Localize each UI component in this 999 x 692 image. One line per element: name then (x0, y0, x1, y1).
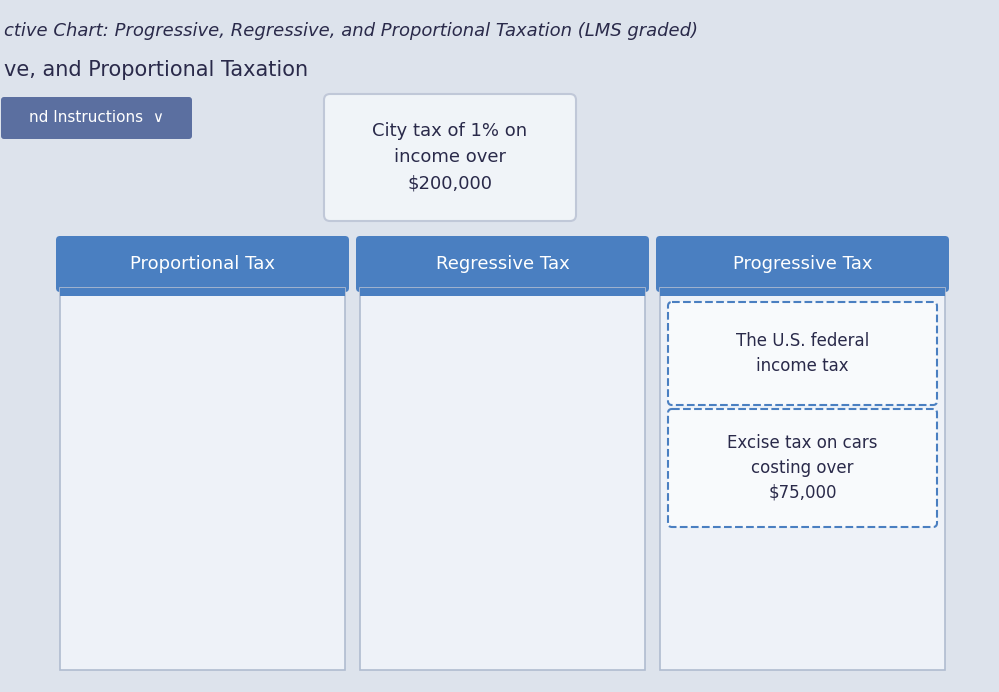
FancyBboxPatch shape (668, 302, 937, 405)
FancyBboxPatch shape (656, 236, 949, 292)
FancyBboxPatch shape (1, 97, 192, 139)
Bar (60, 264, 345, 290)
FancyBboxPatch shape (356, 236, 649, 292)
FancyBboxPatch shape (56, 236, 349, 292)
FancyBboxPatch shape (360, 288, 645, 670)
FancyBboxPatch shape (60, 288, 345, 670)
Bar (60, 288, 345, 296)
Text: ve, and Proportional Taxation: ve, and Proportional Taxation (4, 60, 308, 80)
Bar (360, 264, 645, 290)
Text: Proportional Tax: Proportional Tax (130, 255, 275, 273)
Text: The U.S. federal
income tax: The U.S. federal income tax (736, 332, 869, 375)
Text: nd Instructions  ∨: nd Instructions ∨ (29, 111, 164, 125)
Text: ctive Chart: Progressive, Regressive, and Proportional Taxation (LMS graded): ctive Chart: Progressive, Regressive, an… (4, 22, 698, 40)
FancyBboxPatch shape (668, 409, 937, 527)
FancyBboxPatch shape (324, 94, 576, 221)
Text: Regressive Tax: Regressive Tax (436, 255, 569, 273)
Bar (660, 264, 945, 290)
Text: City tax of 1% on
income over
$200,000: City tax of 1% on income over $200,000 (373, 122, 527, 193)
Text: Excise tax on cars
costing over
$75,000: Excise tax on cars costing over $75,000 (727, 434, 878, 502)
Bar (360, 288, 645, 296)
FancyBboxPatch shape (660, 288, 945, 670)
Text: Progressive Tax: Progressive Tax (732, 255, 872, 273)
Bar (660, 288, 945, 296)
